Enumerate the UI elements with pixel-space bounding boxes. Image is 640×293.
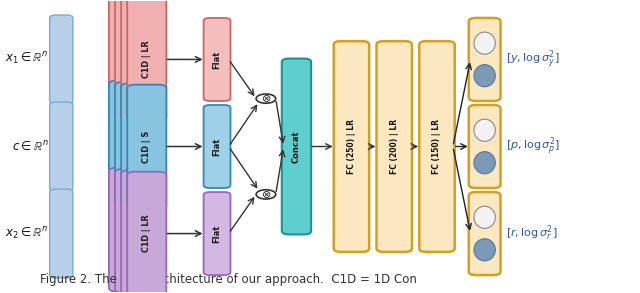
FancyBboxPatch shape [50,189,73,278]
FancyBboxPatch shape [121,0,160,120]
FancyBboxPatch shape [127,0,166,121]
Circle shape [256,94,276,103]
FancyBboxPatch shape [50,102,73,191]
Text: Flat: Flat [212,50,221,69]
Text: $x_1 \in \mathbb{R}^n$: $x_1 \in \mathbb{R}^n$ [5,51,49,67]
Circle shape [256,190,276,199]
Ellipse shape [474,152,495,174]
FancyBboxPatch shape [282,59,311,234]
Text: Flat: Flat [212,137,221,156]
Text: $[y, \log \sigma_y^2]$: $[y, \log \sigma_y^2]$ [506,48,559,71]
FancyBboxPatch shape [115,82,154,206]
Ellipse shape [474,32,495,54]
FancyBboxPatch shape [204,105,230,188]
Text: C1D | S: C1D | S [142,130,151,163]
FancyBboxPatch shape [204,192,230,275]
FancyBboxPatch shape [115,169,154,293]
Text: FC (200) | LR: FC (200) | LR [390,119,399,174]
Ellipse shape [474,206,495,229]
Text: C1D | LR: C1D | LR [142,41,151,78]
Text: $\otimes$: $\otimes$ [260,93,271,104]
Ellipse shape [474,239,495,261]
Ellipse shape [474,119,495,141]
Text: Concat: Concat [292,130,301,163]
Text: C1D | LR: C1D | LR [142,215,151,252]
FancyBboxPatch shape [204,18,230,101]
FancyBboxPatch shape [468,18,500,101]
FancyBboxPatch shape [127,172,166,293]
Text: $\otimes$: $\otimes$ [260,189,271,200]
FancyBboxPatch shape [333,41,369,252]
FancyBboxPatch shape [109,81,148,204]
Text: $[r, \log \sigma_r^2]$: $[r, \log \sigma_r^2]$ [506,224,557,243]
Text: FC (150) | LR: FC (150) | LR [433,119,442,174]
Ellipse shape [474,64,495,87]
FancyBboxPatch shape [127,85,166,208]
FancyBboxPatch shape [109,0,148,117]
FancyBboxPatch shape [121,83,160,207]
Text: Flat: Flat [212,224,221,243]
FancyBboxPatch shape [468,192,500,275]
FancyBboxPatch shape [50,15,73,104]
Text: $[p, \log \sigma_p^2]$: $[p, \log \sigma_p^2]$ [506,135,560,158]
FancyBboxPatch shape [115,0,154,119]
Text: FC (250) | LR: FC (250) | LR [347,119,356,174]
FancyBboxPatch shape [419,41,454,252]
FancyBboxPatch shape [468,105,500,188]
Text: $x_2 \in \mathbb{R}^n$: $x_2 \in \mathbb{R}^n$ [5,226,49,242]
FancyBboxPatch shape [121,171,160,293]
Text: $c \in \mathbb{R}^n$: $c \in \mathbb{R}^n$ [12,139,49,154]
FancyBboxPatch shape [109,168,148,292]
Text: Figure 2. The light architecture of our approach.  C1D = 1D Con: Figure 2. The light architecture of our … [40,273,417,286]
FancyBboxPatch shape [376,41,412,252]
